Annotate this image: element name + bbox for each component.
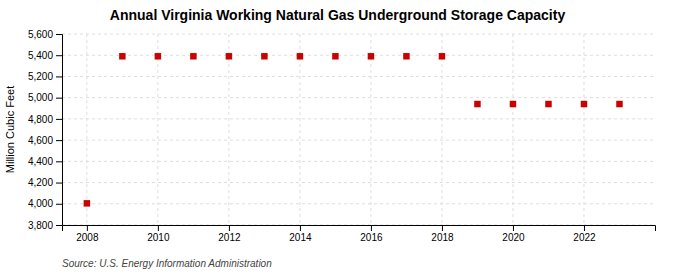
point	[545, 101, 551, 107]
y-tick: 4,400	[28, 156, 62, 167]
point	[226, 53, 232, 59]
point	[84, 200, 90, 206]
x-tick-mark	[300, 225, 301, 231]
x-grid-line	[86, 34, 87, 225]
plot: 2008 2010 2012 2014 2016 2018 2020 2022 3,800 4,0…	[28, 29, 656, 243]
y-grid-line	[62, 97, 655, 98]
title: Annual Virginia Working Natural Gas Unde…	[110, 7, 566, 23]
point	[190, 53, 196, 59]
x-grid-line	[370, 34, 371, 225]
y-tick: 5,000	[28, 92, 62, 103]
point	[368, 53, 374, 59]
x-tick-label: 2012	[218, 232, 241, 243]
x-tick-mark	[442, 225, 443, 231]
point	[474, 101, 480, 107]
x-tick: 2016	[360, 225, 383, 243]
y-tick-mark	[56, 119, 62, 120]
y-tick-mark	[56, 76, 62, 77]
source-note: Source: U.S. Energy Information Administ…	[62, 258, 272, 269]
point	[119, 53, 125, 59]
y-axis: 3,800 4,000 4,200 4,400 4,600 4,800 5,000 5,200…	[28, 29, 63, 231]
x-grid-line	[583, 34, 584, 225]
x-tick-mark	[229, 225, 230, 231]
y-grid-line	[62, 140, 655, 141]
x-grid-line	[157, 34, 158, 225]
y-tick-mark	[56, 225, 62, 226]
y-tick-mark	[56, 98, 62, 99]
y-tick: 4,600	[28, 135, 62, 146]
y-tick-label: 4,800	[28, 114, 53, 125]
grid	[62, 34, 655, 225]
x-axis-line	[63, 226, 656, 232]
y-tick-label: 4,000	[28, 198, 53, 209]
points	[84, 53, 623, 207]
point	[332, 53, 338, 59]
y-tick: 4,800	[28, 114, 62, 125]
x-tick-label: 2010	[147, 232, 170, 243]
y-tick-mark	[56, 140, 62, 141]
point	[261, 53, 267, 59]
point	[297, 53, 303, 59]
y-tick-mark	[56, 161, 62, 162]
x-tick: 2012	[218, 225, 241, 243]
x-tick: 2008	[76, 225, 99, 243]
x-tick: 2014	[289, 225, 312, 243]
x-tick-mark	[513, 225, 514, 231]
chart: 2008 2010 2012 2014 2016 2018 2020 2022 3,800 4,0…	[0, 0, 675, 275]
point	[403, 53, 409, 59]
x-grid-line	[441, 34, 442, 225]
y-grid-line	[62, 203, 655, 204]
y-grid-line	[62, 55, 655, 56]
y-tick-label: 5,400	[28, 50, 53, 61]
y-tick-label: 5,000	[28, 92, 53, 103]
x-tick-label: 2016	[360, 232, 383, 243]
point	[510, 101, 516, 107]
x-grid-line	[512, 34, 513, 225]
y-axis-title: Million Cubic Feet	[4, 86, 16, 173]
y-tick: 4,000	[28, 198, 62, 209]
x-tick-mark	[158, 225, 159, 231]
point	[439, 53, 445, 59]
y-tick: 5,400	[28, 50, 62, 61]
y-grid-line	[62, 34, 655, 35]
x-tick-mark	[584, 225, 585, 231]
x-tick: 2018	[431, 225, 454, 243]
y-tick-label: 4,200	[28, 177, 53, 188]
y-tick-mark	[56, 204, 62, 205]
x-tick-label: 2014	[289, 232, 312, 243]
y-tick-label: 4,600	[28, 135, 53, 146]
y-axis-line	[56, 35, 63, 226]
x-tick-mark	[87, 225, 88, 231]
x-tick: 2010	[147, 225, 170, 243]
y-tick-label: 4,400	[28, 156, 53, 167]
x-axis: 2008 2010 2012 2014 2016 2018 2020 2022	[63, 225, 656, 243]
y-tick-label: 5,600	[28, 29, 53, 40]
point	[155, 53, 161, 59]
point	[581, 101, 587, 107]
y-tick-mark	[56, 55, 62, 56]
y-tick-label: 5,200	[28, 71, 53, 82]
x-tick: 2020	[502, 225, 525, 243]
y-grid-line	[62, 182, 655, 183]
y-tick: 5,600	[28, 29, 62, 40]
x-tick-label: 2018	[431, 232, 454, 243]
x-tick: 2022	[573, 225, 596, 243]
y-tick-mark	[56, 34, 62, 35]
x-tick-mark	[371, 225, 372, 231]
x-tick-label: 2008	[76, 232, 99, 243]
point	[616, 101, 622, 107]
x-tick-label: 2020	[502, 232, 525, 243]
y-tick-label: 3,800	[28, 220, 53, 231]
x-tick-label: 2022	[573, 232, 596, 243]
y-tick: 3,800	[28, 220, 62, 231]
y-grid-line	[62, 76, 655, 77]
y-tick-mark	[56, 183, 62, 184]
y-tick: 5,200	[28, 71, 62, 82]
x-grid-line	[299, 34, 300, 225]
x-grid-line	[228, 34, 229, 225]
y-grid-line	[62, 161, 655, 162]
y-grid-line	[62, 118, 655, 119]
y-tick: 4,200	[28, 177, 62, 188]
